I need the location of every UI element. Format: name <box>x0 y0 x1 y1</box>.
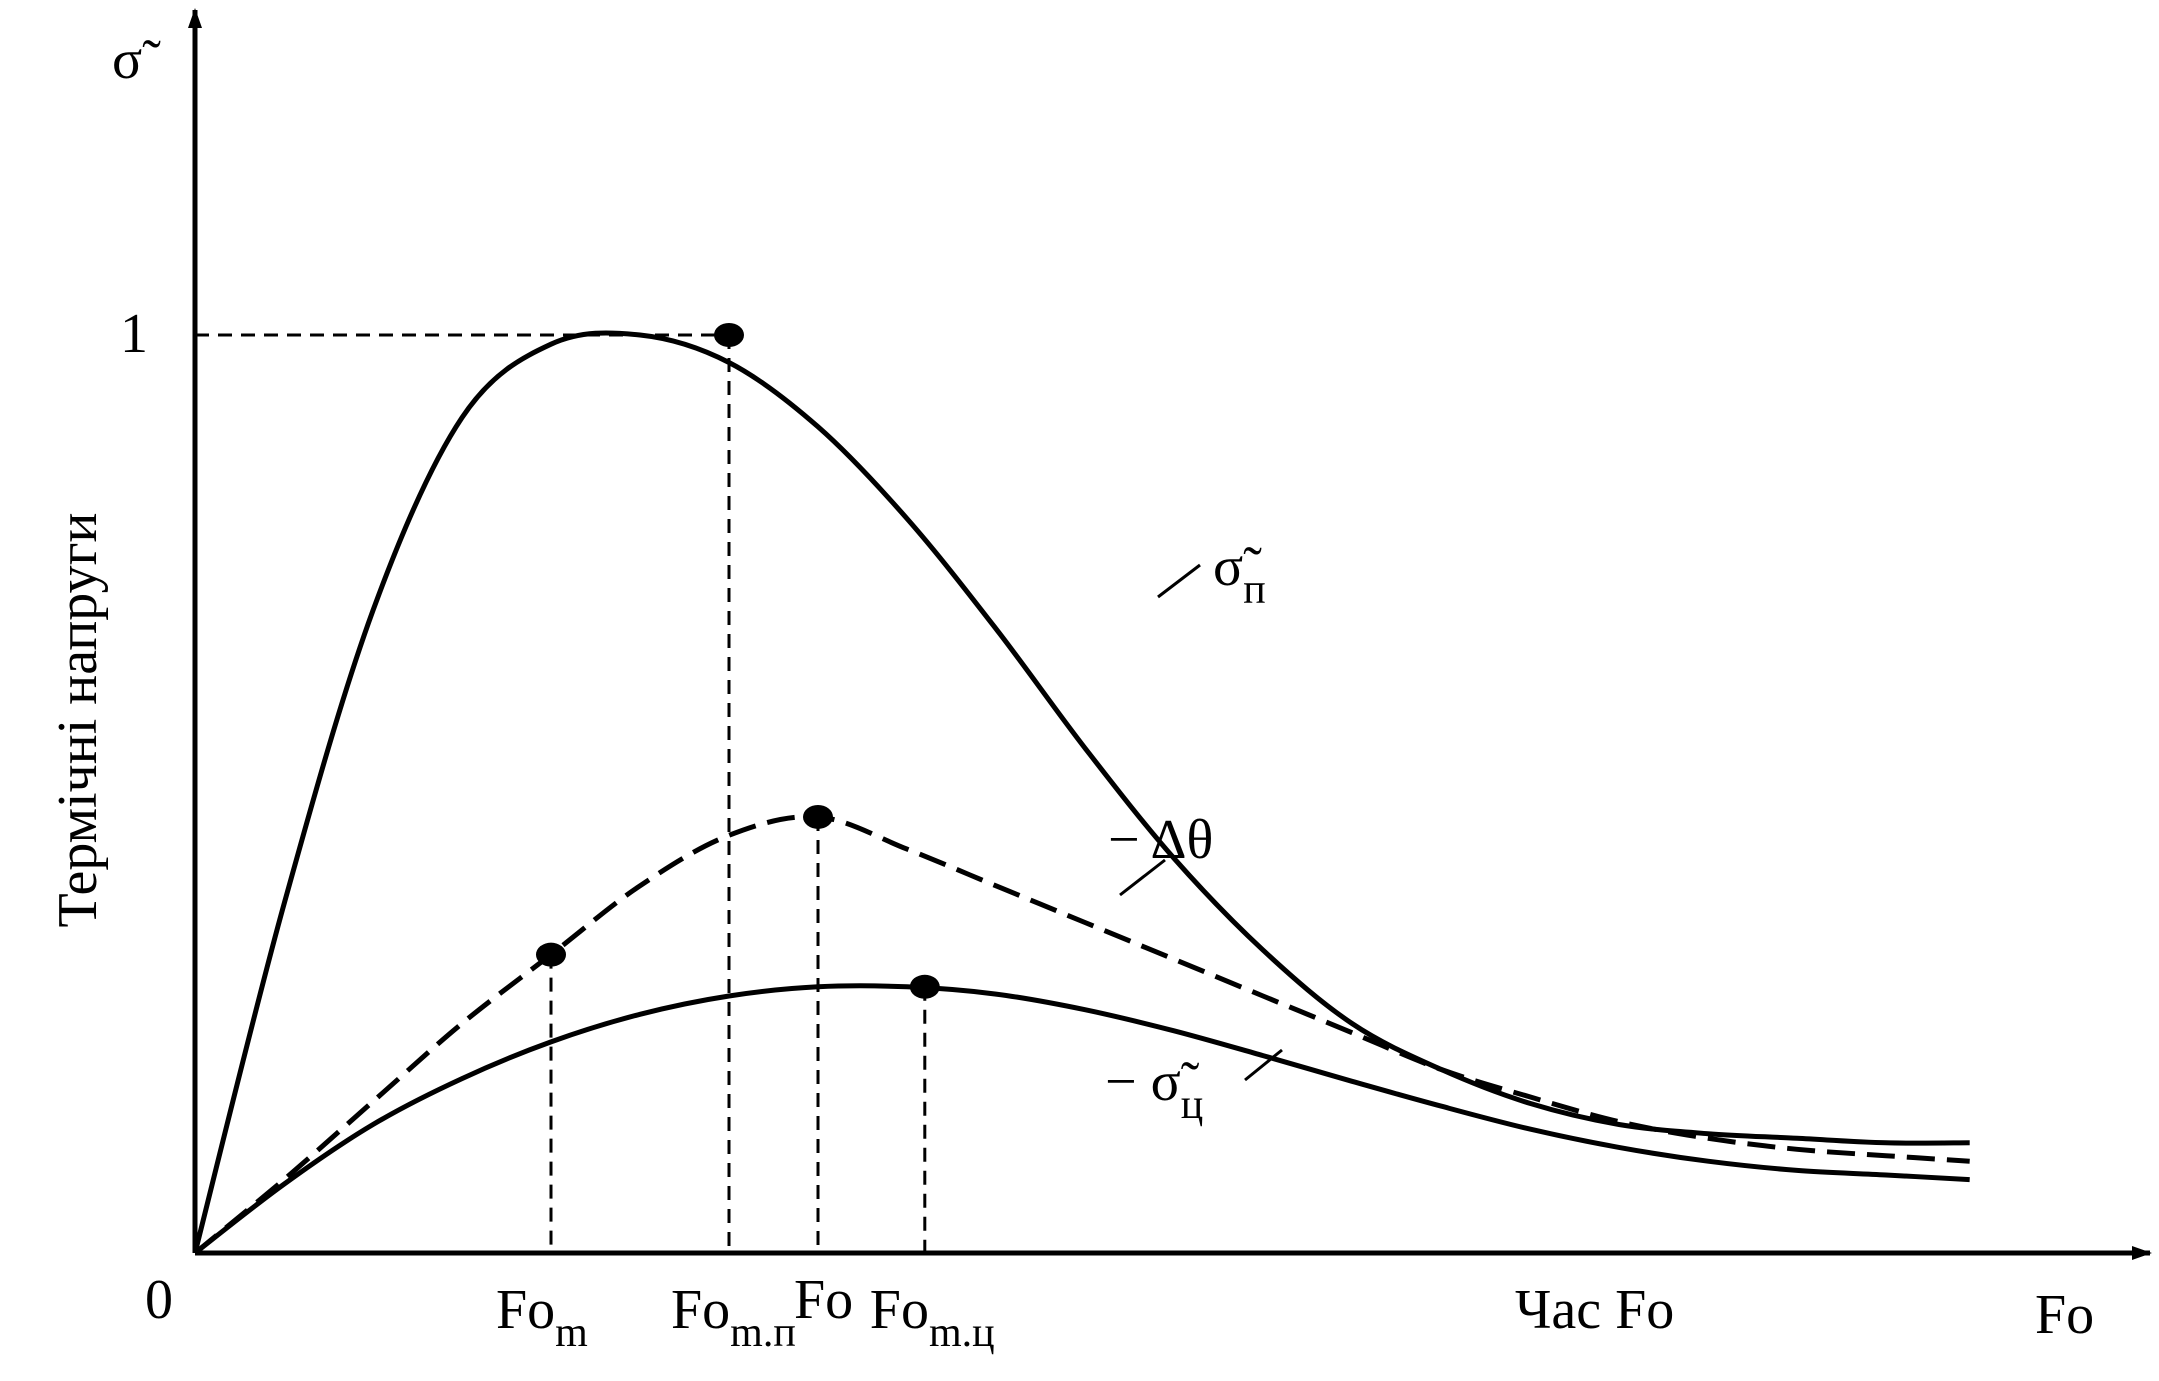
peak-markers <box>536 323 940 999</box>
series-label: − Δθ <box>1108 809 1213 871</box>
curve-sigma-p <box>192 330 1970 1254</box>
guide-lines <box>195 333 927 1253</box>
series-labels: σ̃п − Δθ − σ̃ц <box>1105 536 1283 1128</box>
x-marker-label: Fo <box>794 1269 853 1331</box>
curve-sigma-ts <box>193 983 1970 1255</box>
curves <box>192 330 1970 1255</box>
curve-delta-theta <box>193 814 1970 1255</box>
peak-marker <box>803 804 833 829</box>
x-axis-end-label: Fo <box>2035 1284 2094 1346</box>
peak-marker <box>536 942 566 967</box>
x-marker-label: Fom.п <box>671 1279 796 1356</box>
series-label-leader <box>1119 858 1166 897</box>
x-marker-labels: Fom.пFo Fom Fom.ц <box>496 1269 995 1356</box>
y-tick-label: 1 <box>120 303 148 365</box>
x-marker-label: Fom <box>496 1279 588 1356</box>
x-axis-title: Час Fo <box>1515 1279 1674 1341</box>
peak-marker <box>909 974 940 999</box>
series-label: σ̃п <box>1213 536 1266 613</box>
series-label-leader <box>1157 563 1201 599</box>
peak-marker <box>714 323 744 347</box>
x-marker-label: Fom.ц <box>870 1279 995 1356</box>
series-label-leader <box>1244 1048 1283 1082</box>
y-axis-end-label: σ̃ <box>112 29 161 91</box>
origin-label: 0 <box>145 1269 173 1331</box>
series-label: − σ̃ц <box>1105 1051 1203 1128</box>
y-axis-title: Термічні напруги <box>47 512 109 927</box>
